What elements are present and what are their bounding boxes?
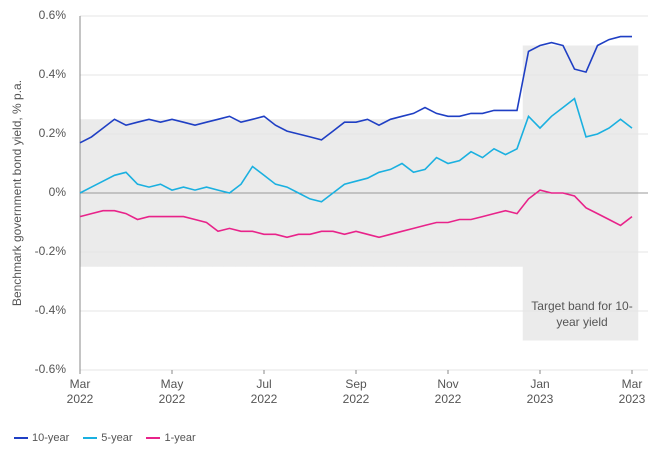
legend: 10-year 5-year 1-year [14, 432, 196, 444]
legend-text: 1-year [164, 432, 196, 444]
x-tick-label: Mar 2023 [618, 377, 646, 406]
legend-item: 10-year [14, 432, 69, 444]
x-tick-label: May 2022 [158, 377, 186, 406]
y-tick-label: -0.4% [35, 303, 67, 317]
legend-text: 10-year [32, 432, 70, 444]
y-axis-label: Benchmark government bond yield, % p.a. [10, 80, 24, 306]
x-tick-label: Jan 2023 [526, 377, 554, 406]
y-tick-label: 0% [49, 185, 67, 199]
legend-swatch [146, 437, 161, 439]
line-0 [79, 35, 632, 144]
y-tick-label: -0.6% [35, 362, 67, 376]
line-1 [79, 97, 633, 203]
y-tick-label: -0.2% [35, 244, 67, 258]
x-tick-label: Mar 2022 [66, 377, 94, 406]
line-2 [79, 189, 633, 239]
legend-text: 5-year [101, 432, 133, 444]
legend-swatch [83, 437, 98, 439]
x-tick-label: Jul 2022 [250, 377, 278, 406]
y-tick-label: 0.6% [39, 8, 67, 22]
band-label: Target band for 10-year yield [531, 299, 633, 329]
x-tick-label: Sep 2022 [342, 377, 370, 406]
y-tick-label: 0.4% [39, 67, 67, 81]
legend-swatch [14, 437, 28, 439]
legend-item: 5-year [83, 432, 132, 444]
y-tick-label: 0.2% [39, 126, 67, 140]
legend-item: 1-year [146, 432, 196, 444]
x-tick-label: Nov 2022 [434, 377, 462, 406]
